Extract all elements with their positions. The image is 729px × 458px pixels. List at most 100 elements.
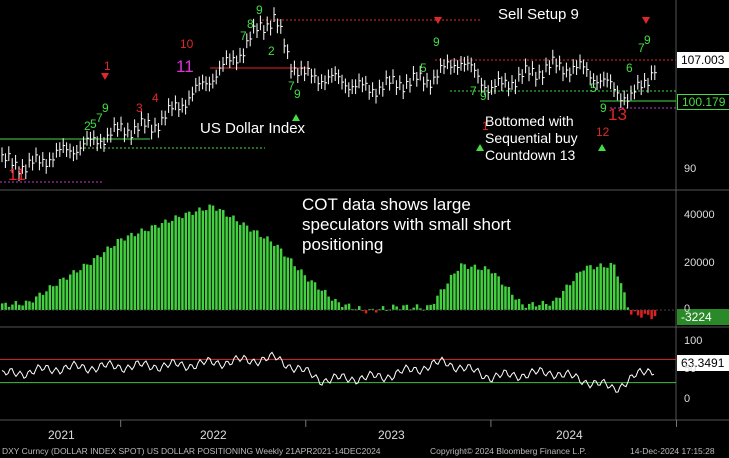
cot-bar [385,309,388,311]
cot-bar [208,204,211,310]
cot-bar [514,299,517,310]
cot-bar [31,302,35,310]
td-count-digit: 7 [288,79,295,93]
cot-bar [194,211,198,310]
cot-bar [446,283,449,310]
cot-bar [279,248,283,310]
price-tick: 90 [684,163,697,175]
buy-signal-arrow [598,144,606,151]
cot-bar [109,247,113,310]
cot-bar [473,264,477,310]
td-count-digit: 6 [626,61,633,75]
cot-bar [154,224,157,310]
cot-bar [21,305,24,310]
td-count-digit: 8 [247,17,254,31]
td-count-digit: 11 [8,165,26,184]
cot-bar [589,265,592,310]
td-count-digit: 13 [608,105,627,124]
cot-bar [320,290,324,310]
cot-bar [565,284,568,310]
cot-bar [378,309,381,311]
sell-setup-label: Sell Setup 9 [498,6,579,23]
cot-bar [75,272,79,310]
cot-bar [405,304,409,310]
cot-bar [256,230,259,310]
cot-bar [38,292,41,310]
cot-bar [150,225,154,310]
cot-bar [402,305,405,310]
cot-bar [504,286,507,310]
cot-bar [24,300,28,310]
cot-bar [218,208,222,310]
cot-bar [126,235,130,310]
cot-bar [89,264,92,310]
cot-bar [96,255,99,310]
x-tick-2024: 2024 [556,428,583,442]
osc-last-tag: 63.3491 [677,355,729,371]
cot-bar [79,270,82,310]
td-count-digit: 12 [596,125,610,139]
cot-bar [364,310,368,314]
cot-bar [443,289,446,310]
cot-bar [137,233,140,310]
cot-bar [28,301,31,310]
cot-bar [558,297,562,310]
cot-bar [276,244,279,310]
cot-bar [164,219,167,310]
cot-bar [456,270,460,310]
cot-bar [395,306,398,310]
osc-tick: 100 [684,335,703,347]
cot-bar [198,207,201,310]
cot-bar [436,295,439,310]
cot-bar [528,303,531,310]
td-count-digit: 2 [84,119,91,133]
cot-bar [647,310,650,315]
cot-bar [347,303,351,310]
cot-bar [259,236,262,310]
cot-note: COT data shows large speculators with sm… [302,195,511,254]
cot-bar [55,285,58,310]
x-tick-2021: 2021 [48,428,75,442]
cot-bar [106,246,109,310]
cot-bar [313,282,317,310]
td-count-digit: 9 [102,101,109,115]
cot-bar [86,264,89,310]
cot-bar [35,296,38,310]
footer-bar: DXY Curncy (DOLLAR INDEX SPOT) US DOLLAR… [0,444,729,458]
cot-bar [623,292,626,310]
cot-bar [534,306,538,310]
cot-bar [480,270,483,310]
cot-bar [599,263,602,310]
cot-bar [585,265,589,310]
cot-bar [147,231,150,310]
td-count-digit: 5 [420,61,427,75]
cot-bar [432,303,436,310]
cot-bar [616,276,619,310]
cot-bar [307,281,310,310]
cot-bar [245,225,249,310]
cot-bar [507,286,511,310]
cot-bar [412,307,415,310]
cot-bar [140,228,143,310]
cot-bar [7,306,11,310]
td-count-digit: 7 [240,29,247,43]
x-tick-2023: 2023 [378,428,405,442]
sell-signal-arrow [642,17,650,24]
cot-bar [334,298,337,310]
cot-bar [521,304,524,310]
cot-bar [266,236,269,310]
cot-bar [371,308,375,310]
cot-bar [160,223,164,310]
cot-bar [184,212,188,310]
osc-tick: 50 [684,363,697,375]
cot-bar [130,232,133,310]
cot-bar [82,263,86,310]
cot-bar [123,240,126,310]
cot-bar [293,266,296,310]
cot-bar [419,308,422,310]
cot-bar [606,267,609,310]
sell-signal-arrow [101,73,109,80]
cot-tick: 0 [684,303,691,315]
cot-bar [602,267,606,310]
